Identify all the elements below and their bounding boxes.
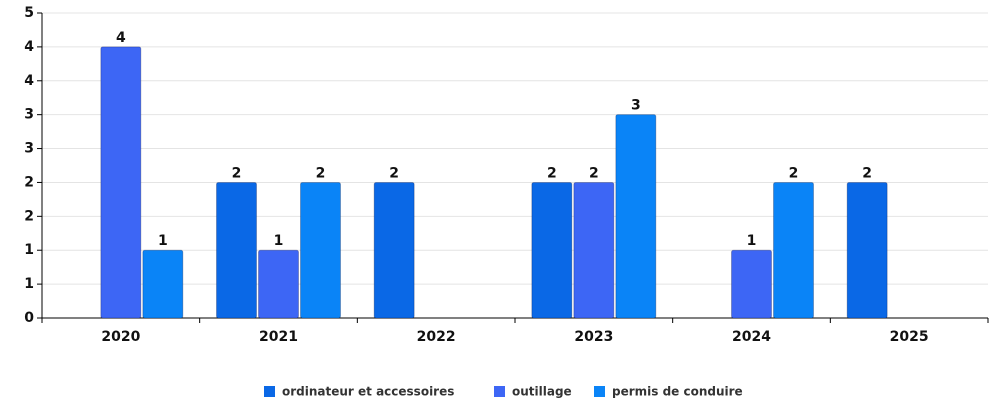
y-tick-label: 4: [24, 73, 34, 89]
data-label: 2: [589, 165, 599, 181]
y-tick-label: 2: [24, 174, 34, 190]
legend-label: outillage: [512, 385, 572, 399]
legend-label: permis de conduire: [612, 385, 743, 399]
y-tick-label: 0: [24, 310, 34, 326]
bar: [300, 181, 341, 319]
x-tick-label: 2021: [259, 329, 298, 345]
x-tick-label: 2023: [574, 329, 613, 345]
data-label: 2: [316, 165, 326, 181]
bar: [731, 249, 772, 319]
y-tick-label: 3: [24, 141, 34, 157]
bar: [615, 114, 657, 319]
legend-swatch: [264, 386, 275, 397]
y-tick-label: 1: [24, 276, 34, 292]
y-tick-label: 4: [24, 39, 34, 55]
legend-label: ordinateur et accessoires: [282, 385, 454, 399]
data-label: 4: [116, 30, 126, 46]
y-tick-label: 5: [24, 5, 34, 21]
data-label: 2: [389, 165, 399, 181]
legend-swatch: [594, 386, 605, 397]
bar: [142, 249, 184, 319]
data-label: 1: [274, 233, 284, 249]
y-tick-label: 2: [24, 208, 34, 224]
bar: [573, 181, 615, 319]
bar: [773, 181, 814, 319]
legend-swatch: [494, 386, 505, 397]
y-tick-label: 1: [24, 242, 34, 258]
data-label: 3: [631, 98, 641, 114]
bar: [216, 181, 257, 319]
data-label: 2: [232, 165, 242, 181]
bar: [531, 181, 573, 319]
bar: [100, 46, 142, 319]
data-label: 1: [747, 233, 757, 249]
data-label: 2: [789, 165, 799, 181]
bar: [373, 181, 415, 319]
bar: [258, 249, 299, 319]
x-tick-label: 2025: [890, 329, 929, 345]
x-tick-label: 2022: [417, 329, 456, 345]
data-label: 2: [547, 165, 557, 181]
x-tick-label: 2020: [101, 329, 140, 345]
bar: [846, 181, 888, 319]
x-tick-label: 2024: [732, 329, 771, 345]
data-label: 2: [862, 165, 872, 181]
y-tick-label: 3: [24, 107, 34, 123]
data-label: 1: [158, 233, 168, 249]
